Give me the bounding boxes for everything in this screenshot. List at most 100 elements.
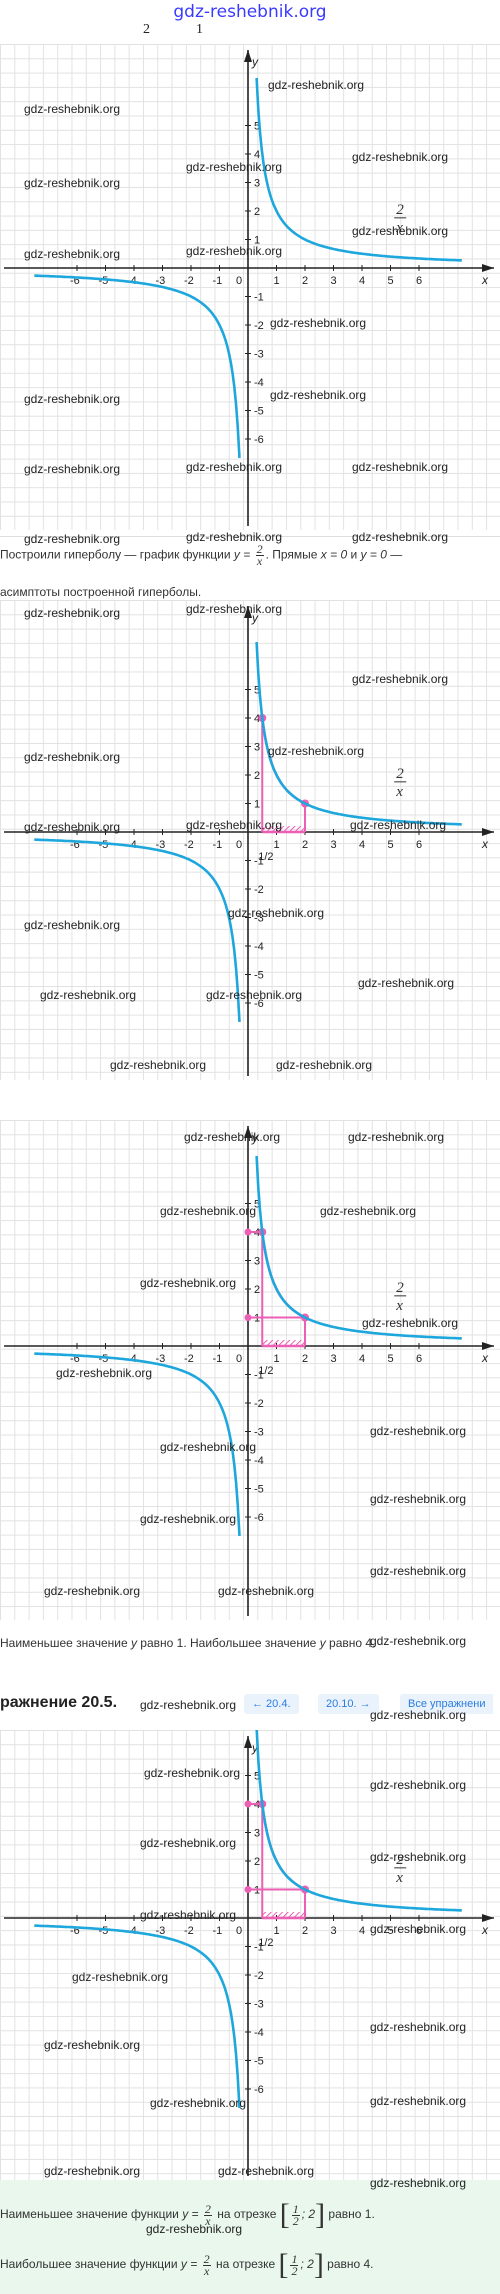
y-tick-label: -1 bbox=[254, 292, 264, 304]
watermark: gdz-reshebnik.org bbox=[268, 78, 365, 92]
x-tick-label: -1 bbox=[213, 1925, 223, 1937]
y-axis-label: y bbox=[251, 1131, 259, 1145]
description-part: . Прямые bbox=[265, 547, 321, 562]
watermark: gdz-reshebnik.org bbox=[218, 1584, 315, 1598]
curve-on-segment bbox=[261, 1231, 306, 1319]
y-tick-label: 3 bbox=[254, 178, 260, 190]
x-tick-label: -5 bbox=[99, 839, 109, 851]
answer-part: Наибольшее значение функции bbox=[0, 2257, 181, 2272]
x-tick-label: -1 bbox=[213, 275, 223, 287]
x-tick-label: 5 bbox=[388, 275, 394, 287]
x-tick-label: -3 bbox=[156, 1353, 166, 1365]
y-tick-label: 2 bbox=[254, 206, 260, 218]
watermark: gdz-reshebnik.org bbox=[352, 530, 449, 544]
y-tick-label: 5 bbox=[254, 685, 260, 697]
x-tick-label: 6 bbox=[416, 1353, 422, 1365]
origin-label: 0 bbox=[236, 1353, 242, 1365]
y-axis-label: y bbox=[251, 1741, 259, 1755]
formula-y-zero: y = 0 bbox=[360, 547, 387, 562]
curve-on-segment bbox=[261, 717, 306, 805]
watermark: gdz-reshebnik.org bbox=[186, 602, 283, 616]
description-text-1: Построили гиперболу — график функции y =… bbox=[0, 542, 402, 567]
function-label-denominator: x bbox=[395, 220, 403, 236]
y-tick-label: -4 bbox=[254, 1455, 264, 1467]
watermark: gdz-reshebnik.org bbox=[370, 2020, 467, 2034]
watermark: gdz-reshebnik.org bbox=[352, 460, 449, 474]
answer-part: равно 4. bbox=[323, 2257, 374, 2272]
answer-part: на отрезке bbox=[213, 2207, 280, 2222]
formula-y: y = bbox=[182, 2207, 199, 2222]
y-tick-label: -2 bbox=[254, 1398, 264, 1410]
watermark: gdz-reshebnik.org bbox=[370, 1778, 467, 1792]
chart-3-min-max-plot: xy0-6-5-4-3-2-1123456-6-5-4-3-2-1123451/… bbox=[4, 1126, 494, 1616]
watermark: gdz-reshebnik.org bbox=[110, 1058, 207, 1072]
segment-end: ; 2 bbox=[301, 2207, 316, 2222]
watermark: gdz-reshebnik.org bbox=[140, 1908, 237, 1922]
half-tick-label: 1/2 bbox=[258, 1937, 273, 1949]
x-tick-label: 3 bbox=[331, 1353, 337, 1365]
x-tick-label: -3 bbox=[156, 275, 166, 287]
x-tick-label: 1 bbox=[274, 1353, 280, 1365]
x-tick-label: 5 bbox=[388, 1925, 394, 1937]
chart-2-panel: x y 0 -6 -5 -4 -3 -2 -1 1 2 3 4 5 6 -6 -5 -4 -3 -2 -1 1 2 3 4 5 1/… bbox=[0, 600, 500, 1080]
x-tick-label: 2 bbox=[302, 1353, 308, 1365]
watermark: gdz-reshebnik.org bbox=[370, 2176, 467, 2190]
x-tick-label: -6 bbox=[70, 1353, 80, 1365]
x-tick-label: -2 bbox=[184, 1925, 194, 1937]
watermark: gdz-reshebnik.org bbox=[370, 1424, 467, 1438]
bracket-left: [ bbox=[279, 2198, 290, 2231]
hyperbola-branch-positive bbox=[255, 1155, 462, 1340]
watermark: gdz-reshebnik.org bbox=[184, 1130, 281, 1144]
x-axis-label: x bbox=[481, 837, 489, 851]
hyperbola-branch-negative bbox=[34, 1924, 241, 2109]
segment-hatch bbox=[262, 1340, 305, 1346]
y-tick-label: 5 bbox=[254, 1199, 260, 1211]
watermark: gdz-reshebnik.org bbox=[270, 316, 367, 330]
watermark: gdz-reshebnik.org bbox=[160, 1204, 257, 1218]
watermark: gdz-reshebnik.org bbox=[140, 1276, 237, 1290]
y-tick-label: 2 bbox=[254, 1856, 260, 1868]
y-tick-label: 4 bbox=[254, 149, 260, 161]
watermark: gdz-reshebnik.org bbox=[140, 1512, 237, 1526]
watermark: gdz-reshebnik.org bbox=[24, 820, 121, 834]
y-tick-label: -4 bbox=[254, 941, 264, 953]
segment-hatch bbox=[262, 826, 305, 832]
prev-exercise-button[interactable]: ← 20.4. bbox=[244, 1694, 299, 1714]
x-tick-label: 5 bbox=[388, 1353, 394, 1365]
description-part: Наименьшее значение bbox=[0, 1636, 131, 1650]
description-text-2: асимптоты построенной гиперболы. bbox=[0, 585, 202, 599]
origin-label: 0 bbox=[236, 275, 242, 287]
watermark: gdz-reshebnik.org bbox=[144, 1766, 241, 1780]
exercise-nav-bar: ражнение 20.5. ← 20.4. 20.10. → Все упра… bbox=[0, 1690, 500, 1718]
watermark: gdz-reshebnik.org bbox=[352, 224, 449, 238]
watermark: gdz-reshebnik.org bbox=[160, 1440, 257, 1454]
y-axis-label: y bbox=[251, 55, 259, 69]
y-tick-label: -6 bbox=[254, 434, 264, 446]
y-tick-label: -3 bbox=[254, 349, 264, 361]
y-tick-label: -5 bbox=[254, 406, 264, 418]
x-axis-label: x bbox=[481, 1351, 489, 1365]
y-tick-label: 3 bbox=[254, 742, 260, 754]
watermark: gdz-reshebnik.org bbox=[320, 1204, 417, 1218]
watermark: gdz-reshebnik.org bbox=[24, 176, 121, 190]
hyperbola-branch-positive bbox=[255, 77, 462, 262]
site-title[interactable]: gdz-reshebnik.org bbox=[173, 2, 327, 22]
fraction-numerator: 1 bbox=[290, 2251, 299, 2266]
function-label-denominator: x bbox=[395, 784, 403, 800]
all-exercises-button[interactable]: Все упражнени bbox=[400, 1694, 494, 1714]
origin-label: 0 bbox=[236, 1925, 242, 1937]
chart-4-panel: xy0-6-5-4-3-2-1123456-6-5-4-3-2-1123451/… bbox=[0, 1730, 500, 2180]
y-tick-label: -6 bbox=[254, 998, 264, 1010]
fraction-numerator: 2 bbox=[202, 2251, 211, 2266]
fraction-denominator: 2 bbox=[292, 2213, 299, 2228]
next-exercise-button[interactable]: 20.10. → bbox=[318, 1694, 379, 1714]
y-axis-arrow bbox=[244, 1736, 252, 1748]
bracket-left: [ bbox=[278, 2248, 289, 2281]
exercise-title: ражнение 20.5. bbox=[0, 1694, 118, 1711]
half-tick-label: 1/2 bbox=[258, 851, 273, 863]
x-tick-label: -1 bbox=[213, 839, 223, 851]
fraction-numerator: 2 bbox=[255, 542, 264, 556]
function-label-numerator: 2 bbox=[396, 202, 404, 218]
